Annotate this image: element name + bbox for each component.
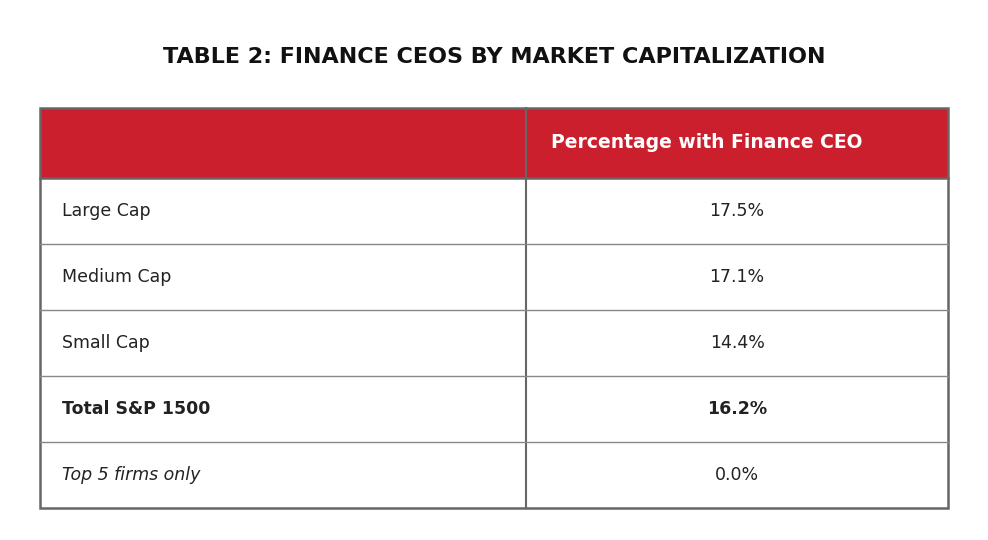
Text: Large Cap: Large Cap [62,202,151,220]
Text: 0.0%: 0.0% [715,465,759,484]
Text: Medium Cap: Medium Cap [62,268,172,286]
Text: Total S&P 1500: Total S&P 1500 [62,400,210,418]
Text: TABLE 2: FINANCE CEOS BY MARKET CAPITALIZATION: TABLE 2: FINANCE CEOS BY MARKET CAPITALI… [163,46,825,67]
Text: 17.1%: 17.1% [709,268,765,286]
Text: 17.5%: 17.5% [709,202,765,220]
Text: Percentage with Finance CEO: Percentage with Finance CEO [550,133,862,152]
Text: 16.2%: 16.2% [707,400,768,418]
Text: 14.4%: 14.4% [709,334,765,352]
Text: Top 5 firms only: Top 5 firms only [62,465,201,484]
Text: Small Cap: Small Cap [62,334,150,352]
